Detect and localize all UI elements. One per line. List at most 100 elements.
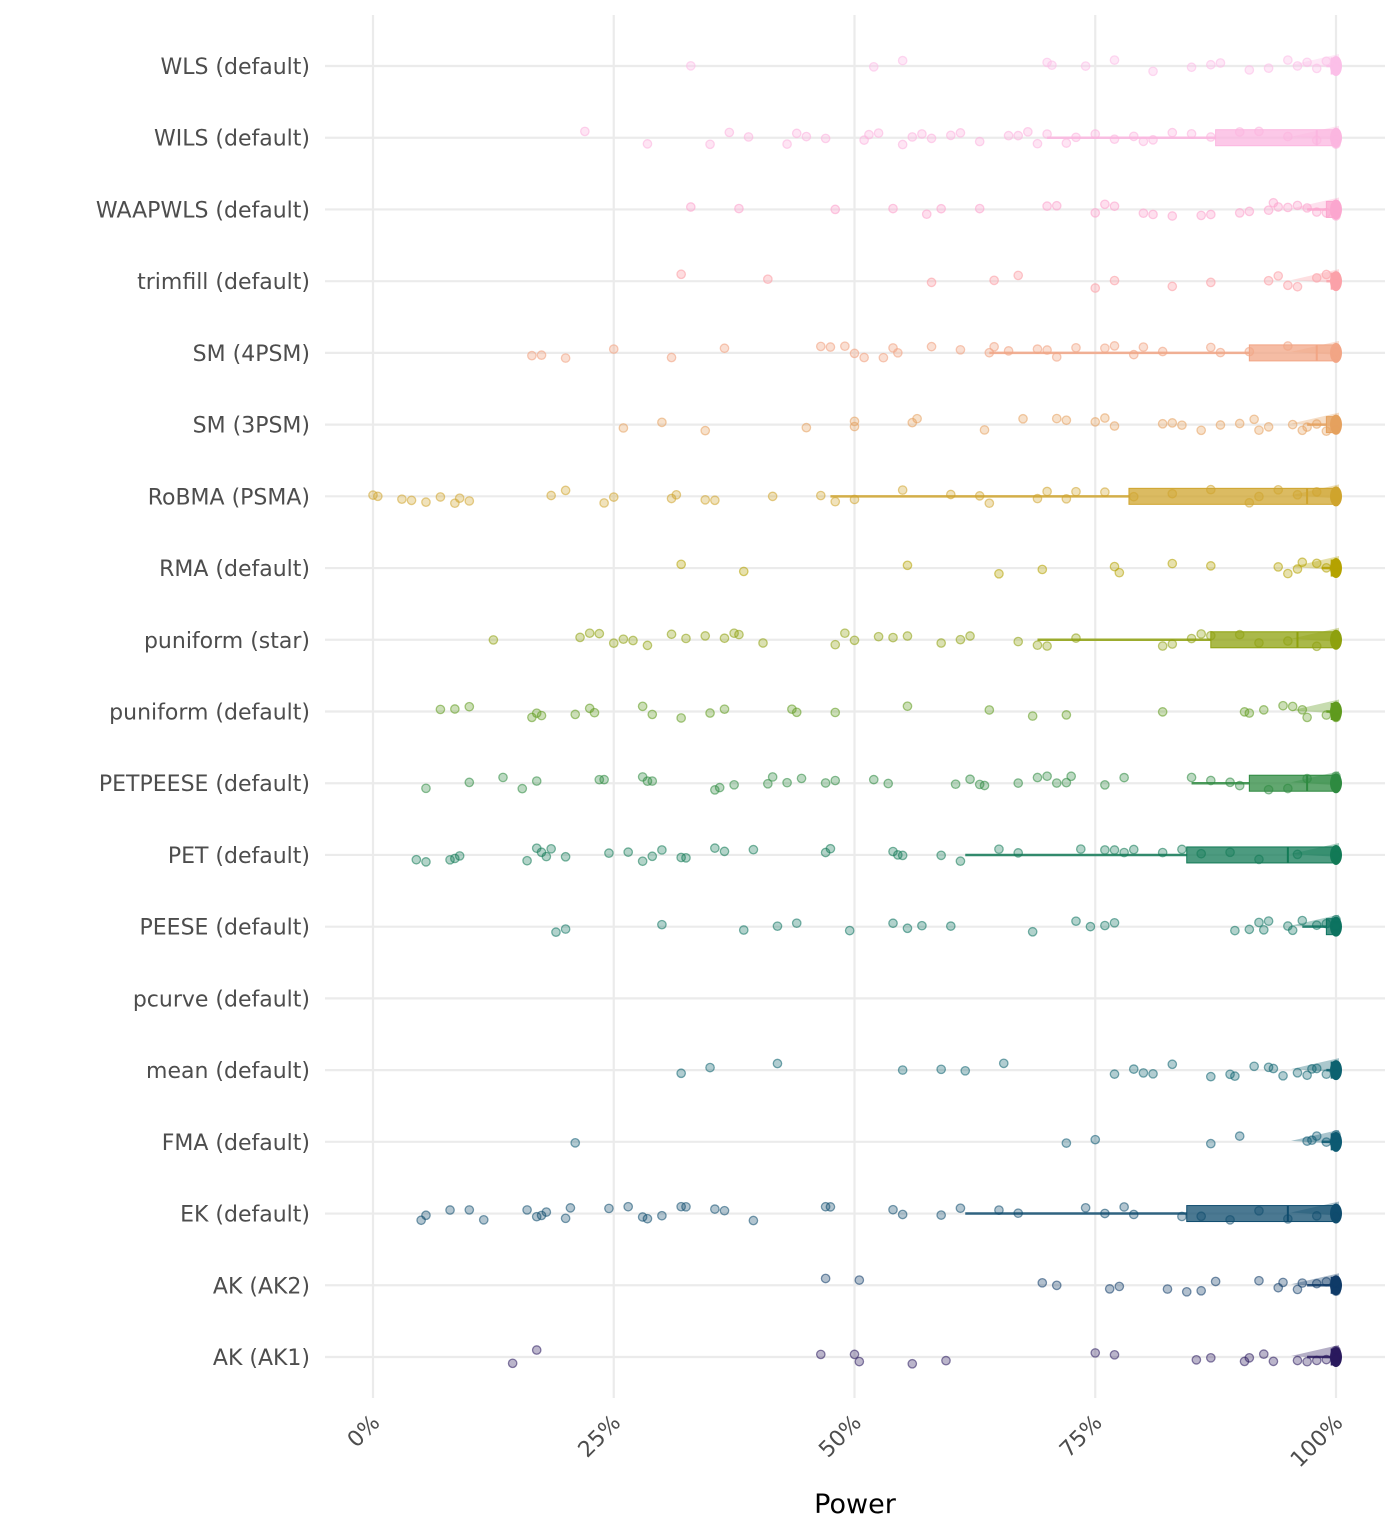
density-spike	[1291, 484, 1339, 499]
data-point	[1051, 352, 1062, 362]
data-point	[1283, 55, 1293, 65]
data-point	[1167, 1059, 1178, 1070]
data-point	[1258, 1349, 1269, 1359]
data-point	[1278, 1277, 1288, 1288]
data-point	[1186, 129, 1197, 139]
data-point	[1331, 1069, 1341, 1080]
data-point	[1254, 491, 1264, 502]
data-point	[1205, 1071, 1216, 1082]
data-point	[1022, 126, 1033, 137]
data-point	[1331, 705, 1341, 716]
data-point	[560, 1213, 571, 1224]
data-point	[888, 1204, 898, 1215]
data-point	[1331, 1286, 1341, 1297]
data-point	[599, 774, 609, 785]
x-tick-label: 25%	[574, 1411, 626, 1463]
data-point	[1234, 629, 1245, 640]
data-point	[1100, 780, 1110, 790]
data-point	[719, 1205, 730, 1216]
data-point	[1297, 557, 1308, 568]
data-point	[1191, 1355, 1202, 1365]
data-point	[907, 1358, 918, 1369]
data-point	[1037, 564, 1048, 575]
data-point	[1042, 129, 1052, 139]
data-point	[604, 1203, 614, 1214]
y-axis-labels: WLS (default) WILS (default) WAAPWLS (defa…	[96, 55, 310, 1371]
data-point	[1311, 207, 1322, 217]
data-point	[1215, 347, 1226, 358]
data-point	[748, 844, 759, 855]
data-point	[1321, 1069, 1332, 1080]
density-spike	[1291, 842, 1339, 857]
data-point	[1273, 202, 1284, 212]
data-point	[1244, 497, 1255, 508]
data-point	[979, 780, 990, 791]
data-point	[1013, 848, 1024, 858]
data-point	[738, 925, 749, 935]
data-point	[1148, 66, 1158, 77]
data-point	[1162, 1284, 1173, 1294]
data-point	[1283, 1214, 1293, 1224]
box-end-cap	[1330, 199, 1342, 220]
data-point	[618, 634, 629, 645]
data-point	[1100, 845, 1110, 855]
data-point	[1311, 273, 1322, 283]
data-point	[1109, 134, 1120, 145]
data-point	[1254, 638, 1264, 648]
data-point	[734, 203, 744, 214]
y-tick-label: trimfill (default)	[137, 270, 310, 295]
data-point	[926, 277, 937, 288]
data-point	[1283, 568, 1293, 579]
data-point	[1186, 633, 1197, 644]
data-point	[1090, 1348, 1101, 1358]
data-point	[1037, 1277, 1048, 1288]
data-point	[647, 709, 658, 720]
data-point	[1090, 283, 1101, 293]
data-point	[710, 785, 720, 795]
data-point	[1311, 135, 1322, 146]
data-point	[637, 856, 648, 867]
y-tick-label: puniform (star)	[144, 629, 310, 654]
data-point	[1331, 493, 1341, 504]
data-point	[1263, 784, 1274, 795]
data-point	[1186, 62, 1197, 73]
x-tick-label: 0%	[343, 1411, 385, 1453]
data-point	[926, 133, 937, 144]
data-point	[517, 783, 528, 794]
data-point	[599, 498, 609, 508]
y-tick-label: WILS (default)	[154, 127, 310, 152]
data-point	[1061, 710, 1072, 720]
data-point	[868, 62, 879, 72]
data-point	[801, 422, 812, 433]
y-tick-label: mean (default)	[146, 1059, 310, 1084]
data-point	[1100, 343, 1110, 354]
data-point	[840, 628, 850, 639]
data-point	[580, 126, 590, 137]
data-point	[435, 704, 446, 715]
data-point	[1297, 704, 1308, 715]
data-point	[873, 128, 884, 138]
data-point	[1100, 1208, 1110, 1219]
data-point	[1071, 132, 1081, 143]
data-point	[1138, 1068, 1149, 1078]
data-point	[897, 55, 908, 66]
y-tick-label: WLS (default)	[160, 55, 310, 80]
data-point	[883, 778, 894, 789]
data-point	[1321, 1354, 1332, 1365]
data-point	[815, 341, 826, 352]
data-point	[1205, 561, 1216, 571]
data-point	[1283, 783, 1293, 794]
data-point	[1013, 1208, 1024, 1219]
data-point	[637, 701, 648, 712]
data-point	[666, 629, 677, 640]
data-point	[965, 774, 975, 785]
data-point	[1205, 59, 1216, 70]
density-spike	[1291, 269, 1339, 284]
data-point	[1311, 1063, 1322, 1074]
box-end-cap	[1330, 414, 1342, 435]
y-tick-label: PETPEESE (default)	[99, 772, 310, 797]
data-point	[522, 855, 532, 866]
data-point	[955, 856, 966, 866]
data-point	[657, 417, 667, 428]
data-point	[681, 852, 691, 863]
